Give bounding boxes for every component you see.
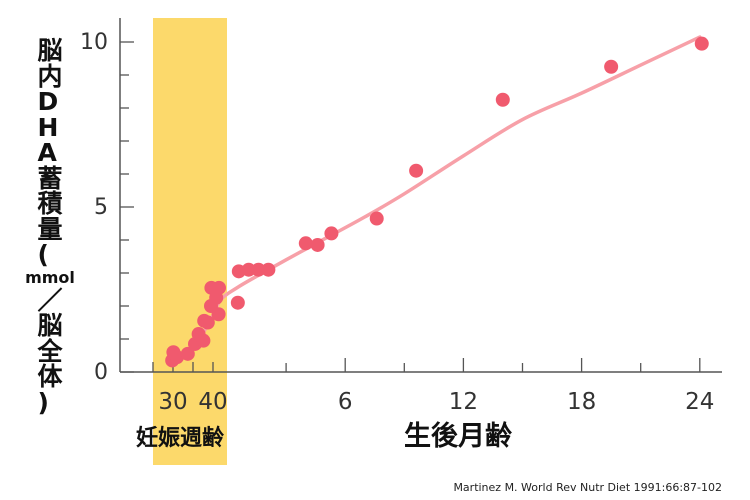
data-point xyxy=(324,226,339,241)
x-tick-label: 30 xyxy=(158,389,187,415)
y-axis-label-part1: 脳内 D H A 蓄積量( xyxy=(37,38,62,268)
y-axis-label-glyph: ／ xyxy=(37,285,63,315)
y-axis-label-glyph: D xyxy=(37,87,59,116)
x-tick-label: 12 xyxy=(449,389,478,415)
y-axis-label-glyph: 量 xyxy=(37,214,63,244)
y-axis-label-glyph: H xyxy=(37,112,59,142)
x-tick-label: 6 xyxy=(338,389,353,415)
source-citation: Martinez M. World Rev Nutr Diet 1991:66:… xyxy=(453,481,722,494)
y-axis-label-unit: mmol xyxy=(25,267,75,287)
x-axis-label-gestation: 妊娠週齢 xyxy=(136,425,225,451)
data-point xyxy=(369,211,384,226)
data-point xyxy=(180,346,195,361)
y-axis-label-glyph: 体 xyxy=(37,362,63,392)
data-point xyxy=(170,350,184,365)
trend-curve xyxy=(173,35,702,363)
x-axis-label-postnatal: 生後月齢 xyxy=(404,420,512,452)
y-tick-label: 0 xyxy=(94,360,108,385)
gestation-shaded-region xyxy=(153,18,227,465)
y-axis-label-glyph: 脳 xyxy=(37,36,63,65)
data-point xyxy=(409,163,424,178)
data-point xyxy=(261,262,276,277)
y-axis-label-glyph: 脳 xyxy=(37,311,63,341)
y-axis-label-glyph: ) xyxy=(37,387,49,417)
x-tick-label: 40 xyxy=(198,389,227,415)
y-axis-label-glyph: 全 xyxy=(37,336,63,366)
y-tick-label: 5 xyxy=(94,195,108,220)
data-point xyxy=(212,280,226,295)
data-point xyxy=(495,92,510,107)
y-tick-label: 10 xyxy=(80,30,108,55)
y-axis-label-glyph: 蓄 xyxy=(37,163,63,193)
data-point xyxy=(211,307,226,322)
y-axis-label-glyph: ( xyxy=(37,240,49,269)
data-point xyxy=(230,295,245,310)
data-point xyxy=(310,237,325,252)
y-axis-label: 脳内 D H A 蓄積量( mmol ／脳全体) xyxy=(22,38,78,415)
y-axis-label-glyph: 内 xyxy=(37,61,63,91)
x-tick-label: 18 xyxy=(567,389,596,415)
data-point xyxy=(200,315,215,330)
data-point xyxy=(298,236,313,251)
data-point xyxy=(694,36,709,51)
y-axis-label-part2: ／脳全体) xyxy=(37,288,62,416)
data-point xyxy=(241,262,256,277)
data-point xyxy=(251,262,266,277)
data-point xyxy=(196,333,211,348)
y-axis-label-glyph: A xyxy=(37,138,57,167)
y-axis-label-glyph: 積 xyxy=(37,189,63,218)
data-point xyxy=(604,59,619,74)
x-tick-label: 24 xyxy=(685,389,714,415)
